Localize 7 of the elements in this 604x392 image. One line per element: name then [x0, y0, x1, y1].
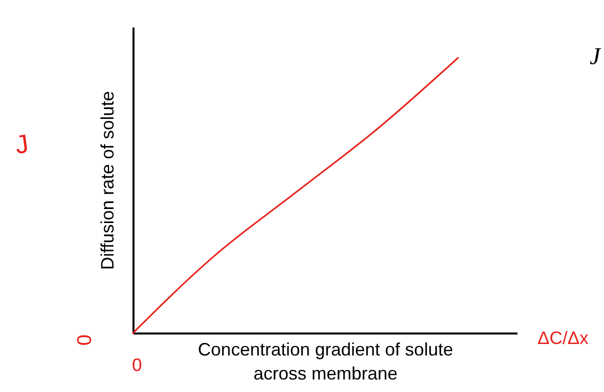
y-axis-title: Diffusion rate of solute: [98, 91, 118, 270]
text: 0: [74, 334, 96, 346]
text: J: [590, 44, 602, 70]
text: ΔC/Δx: [537, 328, 589, 348]
text: J: [13, 128, 30, 160]
x-axis-title: Concentration gradient of solute across membrane: [198, 340, 454, 384]
text: 0: [132, 355, 142, 375]
